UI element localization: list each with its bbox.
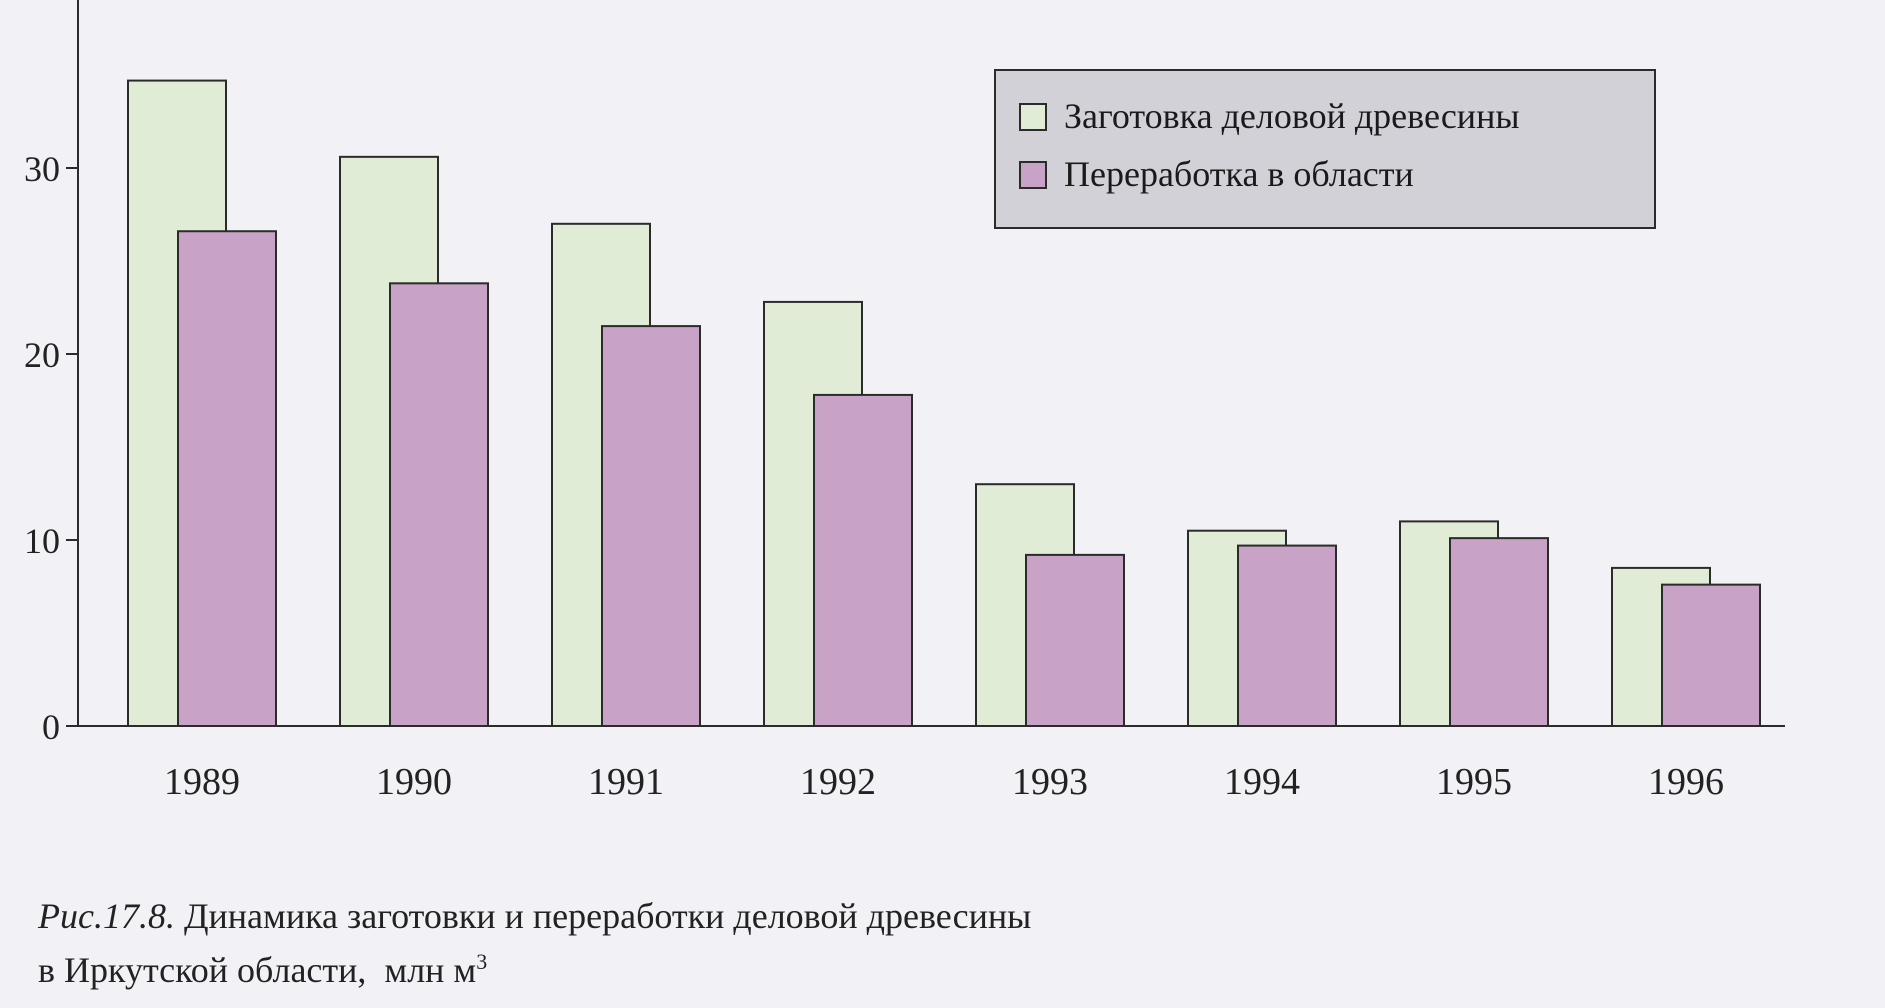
legend-swatch [1019,103,1047,131]
caption-line-1: Динамика заготовки и переработки деловой… [183,896,1032,936]
legend-label: Заготовка деловой древесины [1064,96,1520,136]
bar-processing-1995 [1449,537,1549,728]
bar-processing-1991 [601,325,701,727]
bar-processing-1993 [1025,553,1125,727]
legend: Заготовка деловой древесины Переработка в… [994,69,1656,229]
x-tick-label: 1992 [800,761,876,803]
caption-line-2: в Иркутской области, [38,950,367,990]
x-tick-label: 1994 [1224,761,1300,803]
figure-number: Рис.17.8. [38,896,175,936]
x-tick-label: 1996 [1648,761,1724,803]
bar-processing-1989 [177,230,277,728]
legend-label: Переработка в области [1064,154,1414,194]
bar-processing-1990 [389,282,489,727]
x-tick-label: 1991 [588,761,664,803]
bar-chart: 0 10 20 30 1989 1990 1991 1992 1993 1994 1995 1996… [24,0,1785,803]
x-tick-labels: 1989 1990 1991 1992 1993 1994 1995 1996 [164,761,1724,803]
legend-box [994,69,1656,229]
y-tick-label: 20 [24,335,60,375]
y-tick-label: 30 [24,149,60,189]
x-tick-label: 1995 [1436,761,1512,803]
y-tick-label: 0 [42,707,60,747]
legend-swatch [1019,161,1047,189]
caption-unit-sup: 3 [476,949,488,974]
x-tick-label: 1989 [164,761,240,803]
y-ticks: 0 10 20 30 [24,149,78,747]
x-tick-label: 1993 [1012,761,1088,803]
y-tick-label: 10 [24,521,60,561]
bar-processing-1992 [813,393,913,727]
bar-processing-1996 [1661,583,1761,728]
caption-unit: млн м [384,950,477,990]
figure-caption: Рис.17.8. Динамика заготовки и переработ… [38,893,1031,993]
bar-processing-1994 [1237,544,1337,728]
bars [127,79,1761,728]
x-tick-label: 1990 [376,761,452,803]
